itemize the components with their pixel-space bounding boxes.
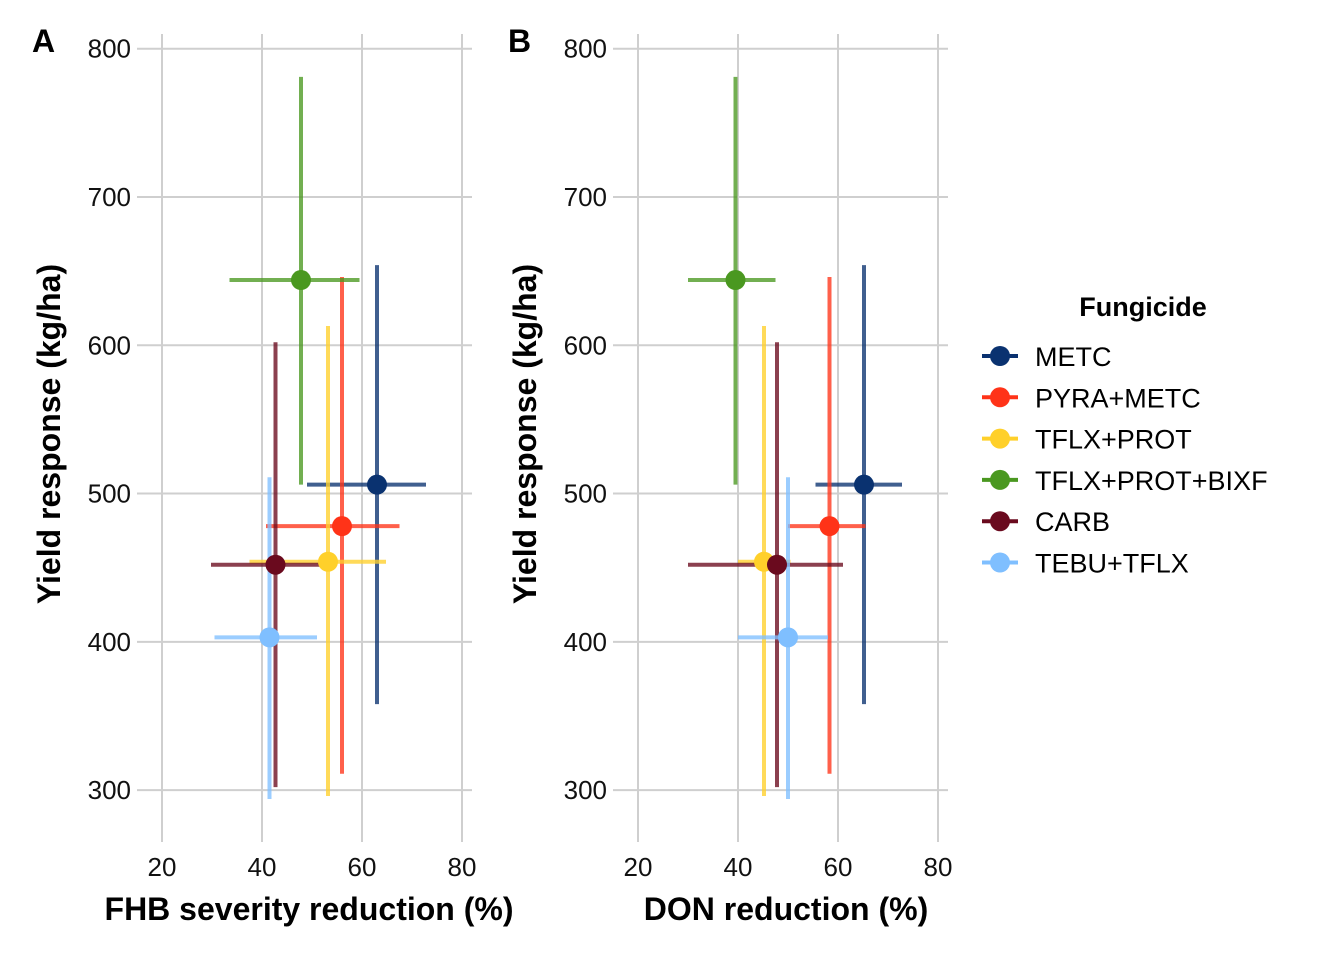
x-tick-label: 80 — [448, 852, 477, 882]
x-tick-label: 20 — [624, 852, 653, 882]
tick-labels: 20 40 60 80 300 400 500 600 700 800 — [88, 34, 477, 882]
legend-item: METC — [982, 342, 1112, 372]
legend-item: CARB — [982, 507, 1110, 537]
grid — [613, 34, 948, 842]
legend-swatch-dot — [990, 511, 1010, 532]
x-tick-label: 60 — [824, 852, 853, 882]
data-point — [291, 270, 311, 291]
data-point — [854, 474, 874, 495]
y-tick-label: 500 — [564, 479, 607, 509]
data-point — [259, 627, 280, 648]
legend-swatch-dot — [990, 469, 1010, 490]
panel-label: A — [32, 23, 55, 59]
data-point — [265, 554, 286, 575]
legend-swatch-dot — [990, 346, 1010, 366]
legend-swatch-dot — [990, 428, 1010, 449]
data-point — [819, 516, 840, 537]
x-tick-label: 20 — [148, 852, 177, 882]
legend-label: METC — [1035, 342, 1112, 372]
y-tick-label: 800 — [564, 34, 607, 64]
legend: Fungicide METC PYRA+METC TFLX+PROT TFLX+PRO… — [982, 292, 1268, 579]
panel-a: A 20 40 60 80 300 400 500 600 700 800 FHB severit… — [31, 23, 513, 927]
data-marks — [211, 76, 426, 799]
x-tick-label: 60 — [348, 852, 377, 882]
legend-entries: METC PYRA+METC TFLX+PROT TFLX+PROT+BIXF CARB… — [982, 342, 1268, 579]
x-tick-label: 40 — [724, 852, 753, 882]
y-tick-label: 300 — [88, 775, 131, 805]
data-point — [767, 554, 787, 575]
y-tick-label: 800 — [88, 34, 131, 64]
y-tick-label: 700 — [564, 182, 607, 212]
x-tick-label: 40 — [248, 852, 277, 882]
y-tick-label: 400 — [88, 627, 131, 657]
y-tick-label: 700 — [88, 182, 131, 212]
grid — [137, 34, 472, 842]
legend-item: TEBU+TFLX — [982, 549, 1189, 579]
panel-b: B 20 40 60 80 300 400 500 600 700 800 DON reducti… — [507, 23, 952, 927]
data-marks — [688, 76, 902, 799]
legend-label: TFLX+PROT+BIXF — [1035, 466, 1268, 496]
y-tick-label: 300 — [564, 775, 607, 805]
legend-item: TFLX+PROT — [982, 425, 1192, 455]
panel-label: B — [508, 23, 531, 59]
data-point — [318, 551, 338, 572]
legend-item: PYRA+METC — [982, 383, 1201, 413]
data-point — [332, 516, 352, 537]
data-point — [778, 627, 798, 648]
legend-label: TFLX+PROT — [1035, 425, 1192, 455]
y-axis-title: Yield response (kg/ha) — [507, 264, 543, 604]
legend-item: TFLX+PROT+BIXF — [982, 466, 1268, 496]
legend-swatch-dot — [990, 387, 1010, 408]
data-point — [725, 270, 746, 291]
legend-swatch-dot — [990, 552, 1010, 573]
x-axis-title: FHB severity reduction (%) — [105, 891, 514, 927]
y-axis-title: Yield response (kg/ha) — [31, 264, 67, 604]
legend-title: Fungicide — [1079, 292, 1207, 322]
y-tick-label: 400 — [564, 627, 607, 657]
legend-label: TEBU+TFLX — [1035, 549, 1189, 579]
x-tick-label: 80 — [924, 852, 953, 882]
legend-label: CARB — [1035, 507, 1110, 537]
y-tick-label: 600 — [564, 330, 607, 360]
tick-labels: 20 40 60 80 300 400 500 600 700 800 — [564, 34, 953, 882]
data-point — [367, 474, 387, 495]
x-axis-title: DON reduction (%) — [644, 891, 928, 927]
y-tick-label: 600 — [88, 330, 131, 360]
y-tick-label: 500 — [88, 479, 131, 509]
legend-label: PYRA+METC — [1035, 383, 1201, 413]
data-point-group — [307, 265, 426, 705]
